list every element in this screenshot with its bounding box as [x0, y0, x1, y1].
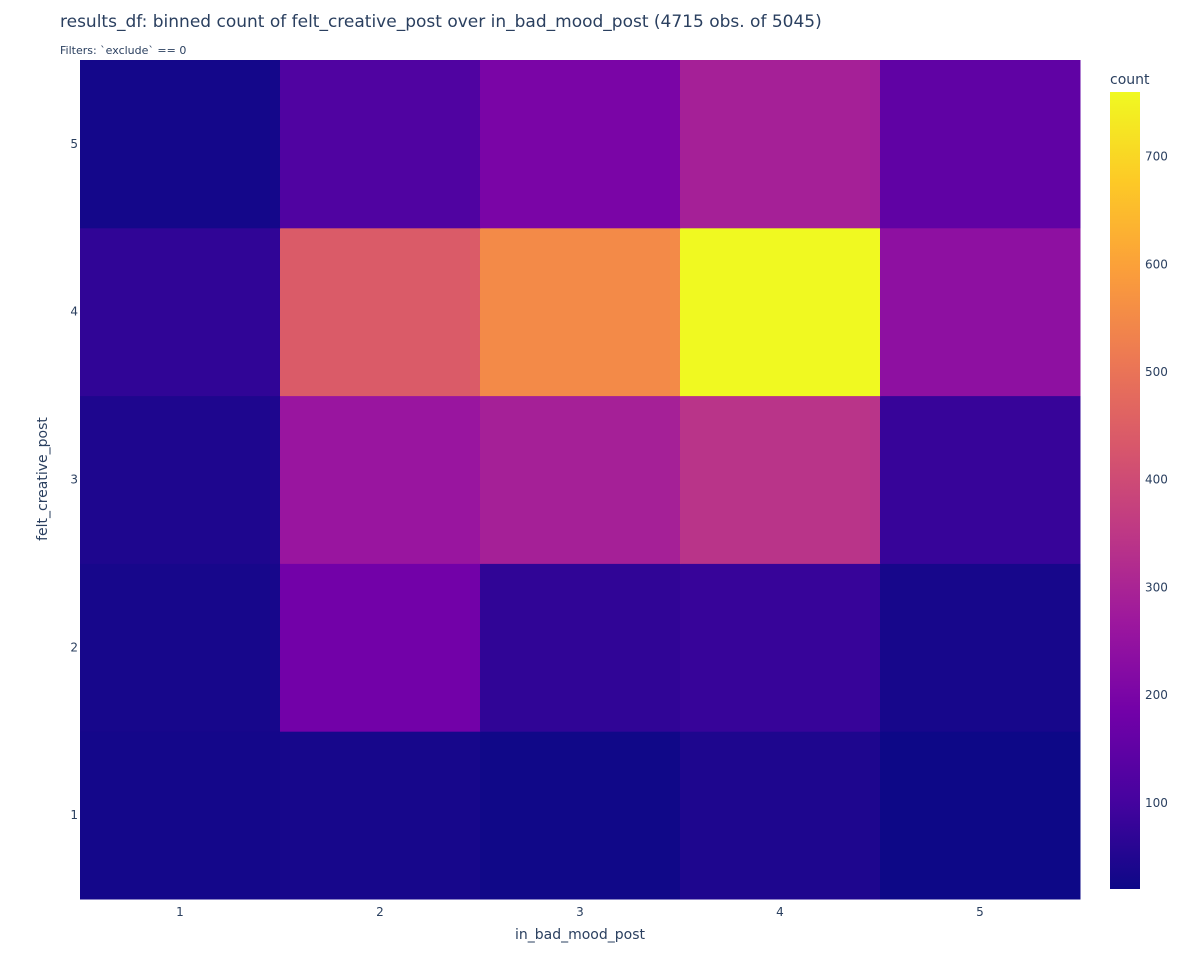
heatmap-cell [280, 60, 481, 229]
heatmap-cells [80, 60, 1081, 900]
x-tick-label: 3 [576, 905, 584, 919]
heatmap-cell [880, 563, 1081, 732]
heatmap-cell [880, 731, 1081, 900]
chart-subtitle: Filters: `exclude` == 0 [60, 44, 187, 57]
heatmap-cell [680, 227, 881, 397]
x-tick-label: 2 [376, 905, 384, 919]
x-tick-label: 5 [976, 905, 984, 919]
heatmap-cell [680, 60, 881, 229]
colorbar-title: count [1110, 72, 1150, 88]
heatmap-cell [80, 563, 281, 732]
heatmap-cell [480, 563, 681, 732]
y-tick-label: 2 [70, 640, 78, 654]
heatmap-cell [680, 731, 881, 900]
x-axis-ticks: 1 2 3 4 5 [176, 905, 984, 919]
colorbar-tick-label: 600 [1145, 257, 1168, 271]
heatmap-cell [480, 227, 681, 397]
colorbar-ticks: 100 200 300 400 500 600 700 [1145, 150, 1168, 810]
chart-title: results_df: binned count of felt_creativ… [60, 12, 822, 32]
heatmap-cell [880, 227, 1081, 397]
heatmap-cell [480, 395, 681, 564]
heatmap-cell [680, 395, 881, 564]
colorbar-tick-label: 500 [1145, 365, 1168, 379]
heatmap-cell [280, 227, 481, 397]
y-tick-label: 1 [70, 808, 78, 822]
colorbar-tick-label: 300 [1145, 580, 1168, 594]
y-tick-label: 5 [70, 137, 78, 151]
y-axis-label: felt_creative_post [35, 417, 51, 541]
y-axis-ticks: 1 2 3 4 5 [70, 137, 78, 822]
x-tick-label: 4 [776, 905, 784, 919]
heatmap-cell [480, 731, 681, 900]
heatmap-cell [80, 731, 281, 900]
x-axis-label: in_bad_mood_post [515, 927, 646, 943]
colorbar-tick-label: 200 [1145, 688, 1168, 702]
colorbar-tick-label: 100 [1145, 796, 1168, 810]
y-tick-label: 4 [70, 305, 78, 319]
heatmap-cell [680, 563, 881, 732]
heatmap-cell [80, 395, 281, 564]
heatmap-cell [280, 563, 481, 732]
heatmap-cell [80, 60, 281, 229]
colorbar [1110, 92, 1140, 889]
x-tick-label: 1 [176, 905, 184, 919]
colorbar-tick-label: 400 [1145, 473, 1168, 487]
colorbar-tick-label: 700 [1145, 150, 1168, 164]
heatmap-cell [280, 731, 481, 900]
heatmap-cell [880, 395, 1081, 564]
heatmap-cell [480, 60, 681, 229]
heatmap-cell [280, 395, 481, 564]
heatmap-cell [880, 60, 1081, 229]
heatmap-cell [80, 227, 281, 397]
y-tick-label: 3 [70, 473, 78, 487]
